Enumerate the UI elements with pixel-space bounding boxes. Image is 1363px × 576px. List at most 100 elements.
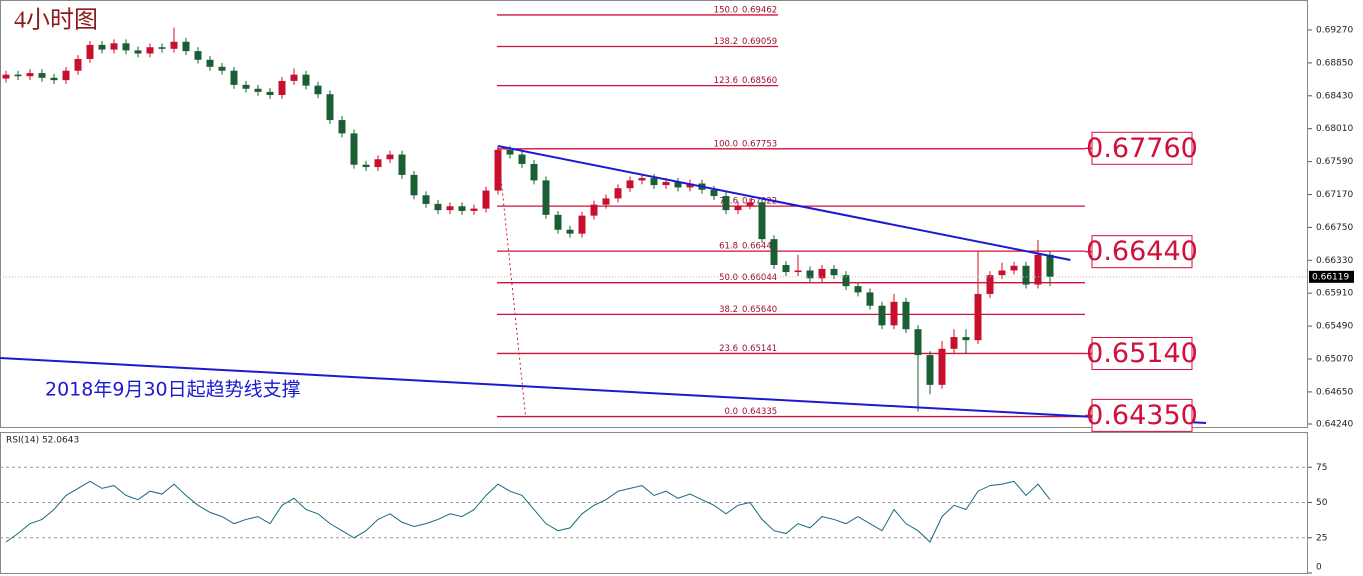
candle-body — [578, 215, 586, 234]
y-tick-label: 0.64650 — [1316, 387, 1353, 397]
candle-body — [902, 301, 910, 330]
key-level-label: 0.65140 — [1086, 338, 1198, 369]
fib-ratio: 150.0 — [714, 5, 738, 15]
candle-body — [122, 43, 130, 51]
candle-body — [494, 149, 502, 191]
candle-body — [470, 208, 478, 211]
y-tick-label: 0.69270 — [1316, 26, 1353, 36]
candle-body — [1046, 254, 1054, 277]
y-tick-label: 0 — [1316, 563, 1322, 573]
candle-body — [854, 286, 862, 293]
trendline — [497, 145, 1071, 261]
candle-body — [242, 84, 250, 89]
fib-price: 0.68560 — [742, 76, 777, 86]
candle-body — [230, 70, 238, 85]
candle-body — [266, 91, 274, 96]
candle-body — [542, 180, 550, 215]
candle-body — [1034, 254, 1042, 285]
fib-ratio: 38.2 — [719, 305, 738, 315]
y-tick-label: 0.68430 — [1316, 91, 1353, 101]
candle-body — [194, 51, 202, 60]
candle-body — [590, 204, 598, 216]
y-tick-label: 50 — [1316, 498, 1328, 508]
candle-body — [974, 293, 982, 341]
candle-body — [1010, 265, 1018, 271]
candle-body — [602, 198, 610, 205]
candle-body — [662, 181, 670, 186]
candle-body — [878, 305, 886, 326]
candle-body — [722, 196, 730, 211]
fib-ratio: 61.8 — [719, 242, 738, 252]
candle-body — [338, 120, 346, 134]
candle-body — [638, 178, 646, 181]
candle-body — [422, 195, 430, 204]
key-level-box — [1091, 131, 1193, 165]
candle-body — [14, 74, 22, 77]
candle-body — [26, 73, 34, 77]
y-tick-label: 0.65070 — [1316, 354, 1353, 364]
candle-body — [326, 94, 334, 121]
key-level-label: 0.64350 — [1086, 400, 1198, 431]
rsi-title: RSI(14) 52.0643 — [6, 436, 79, 446]
candle-body — [650, 178, 658, 186]
fib-ratio: 123.6 — [714, 76, 738, 86]
candle-body — [890, 301, 898, 326]
candle-body — [278, 80, 286, 96]
candle-body — [2, 74, 10, 79]
rsi-line — [5, 480, 1051, 543]
annotation: 2018年9月30日起趋势线支撑 — [45, 379, 301, 401]
candle-body — [458, 206, 466, 211]
candle-body — [410, 174, 418, 196]
fib-price: 0.66447 — [742, 242, 777, 252]
candle-body — [350, 133, 358, 165]
trendline — [0, 356, 1207, 424]
candle-body — [50, 77, 58, 81]
price-panel — [0, 0, 1308, 428]
y-tick-label: 0.65910 — [1316, 289, 1353, 299]
candle-body — [254, 88, 262, 92]
candle-body — [386, 154, 394, 160]
candle-body — [302, 74, 310, 86]
fib-ratio: 23.6 — [719, 344, 738, 354]
key-level-label: 0.67760 — [1086, 133, 1198, 164]
y-tick-label: 0.64240 — [1316, 420, 1353, 430]
candle-body — [158, 47, 166, 49]
chart-title: 4小时图 — [14, 7, 98, 34]
candle-body — [146, 47, 154, 54]
fib-price: 0.64335 — [742, 407, 777, 417]
y-tick-label: 0.66750 — [1316, 223, 1353, 233]
candle-body — [86, 44, 94, 59]
candle-body — [566, 229, 574, 234]
y-tick-label: 0.67170 — [1316, 190, 1353, 200]
current-price-label: 0.66119 — [1312, 272, 1349, 282]
candle-body — [446, 206, 454, 211]
candle-body — [806, 270, 814, 279]
candle-body — [938, 348, 946, 385]
candle-body — [866, 292, 874, 306]
y-tick-label: 0.67590 — [1316, 157, 1353, 167]
key-level-box — [1091, 398, 1193, 432]
candle-body — [626, 180, 634, 189]
candle-body — [914, 329, 922, 356]
candle-body — [950, 337, 958, 349]
candle-body — [998, 270, 1006, 276]
candle-body — [38, 73, 46, 78]
candle-body — [506, 149, 514, 155]
candle-body — [962, 337, 970, 341]
fib-ratio: 100.0 — [714, 139, 738, 149]
candle-body — [530, 163, 538, 181]
candle-body — [554, 214, 562, 230]
candle-body — [842, 275, 850, 287]
candle-body — [734, 205, 742, 211]
y-tick-label: 25 — [1316, 533, 1327, 543]
current-price-box — [1309, 270, 1354, 283]
candle-body — [926, 355, 934, 385]
fib-price: 0.67753 — [742, 139, 777, 149]
y-tick-label: 0.65490 — [1316, 322, 1353, 332]
candle-body — [374, 159, 382, 168]
candle-body — [362, 164, 370, 168]
candle-body — [182, 41, 190, 52]
y-tick-label: 0.68850 — [1316, 58, 1353, 68]
candle-body — [290, 74, 298, 81]
